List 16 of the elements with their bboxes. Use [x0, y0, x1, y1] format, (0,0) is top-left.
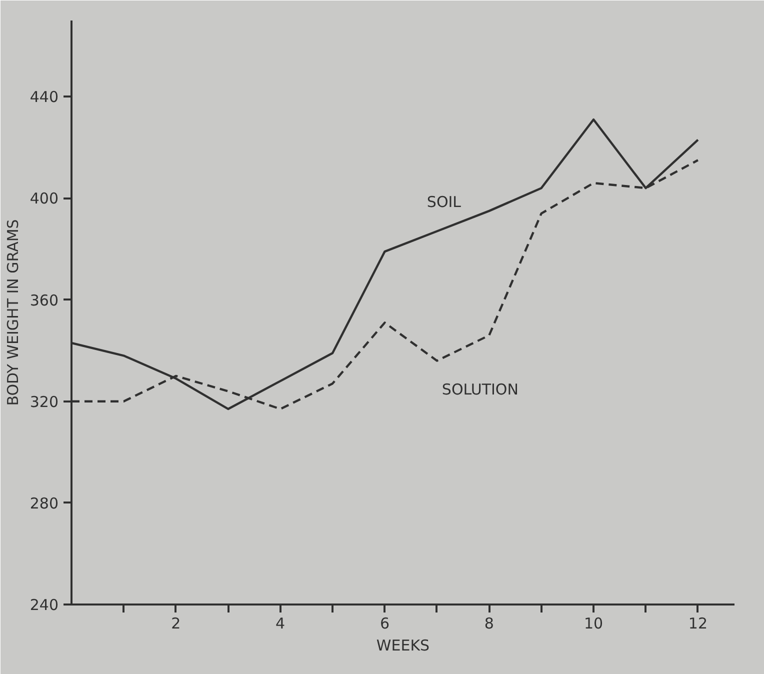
y-tick-label: 440	[30, 88, 59, 106]
series-label: SOIL	[426, 193, 462, 212]
y-axis-title: BODY WEIGHT IN GRAMS	[4, 219, 22, 406]
y-tick-label: 280	[30, 494, 59, 512]
y-tick-label: 320	[30, 392, 59, 411]
x-tick-label: 2	[171, 614, 181, 632]
x-tick-label: 4	[276, 614, 286, 632]
x-axis-title: WEEKS	[376, 636, 430, 654]
y-tick-label: 400	[30, 190, 59, 208]
x-tick-label: 6	[380, 614, 390, 632]
series-label: SOLUTION	[442, 380, 518, 399]
x-tick-label: 12	[688, 614, 708, 632]
x-tick-label: 8	[484, 614, 494, 632]
y-tick-label: 240	[30, 596, 59, 614]
y-tick-label: 360	[30, 291, 59, 310]
x-tick-label: 10	[584, 614, 604, 632]
